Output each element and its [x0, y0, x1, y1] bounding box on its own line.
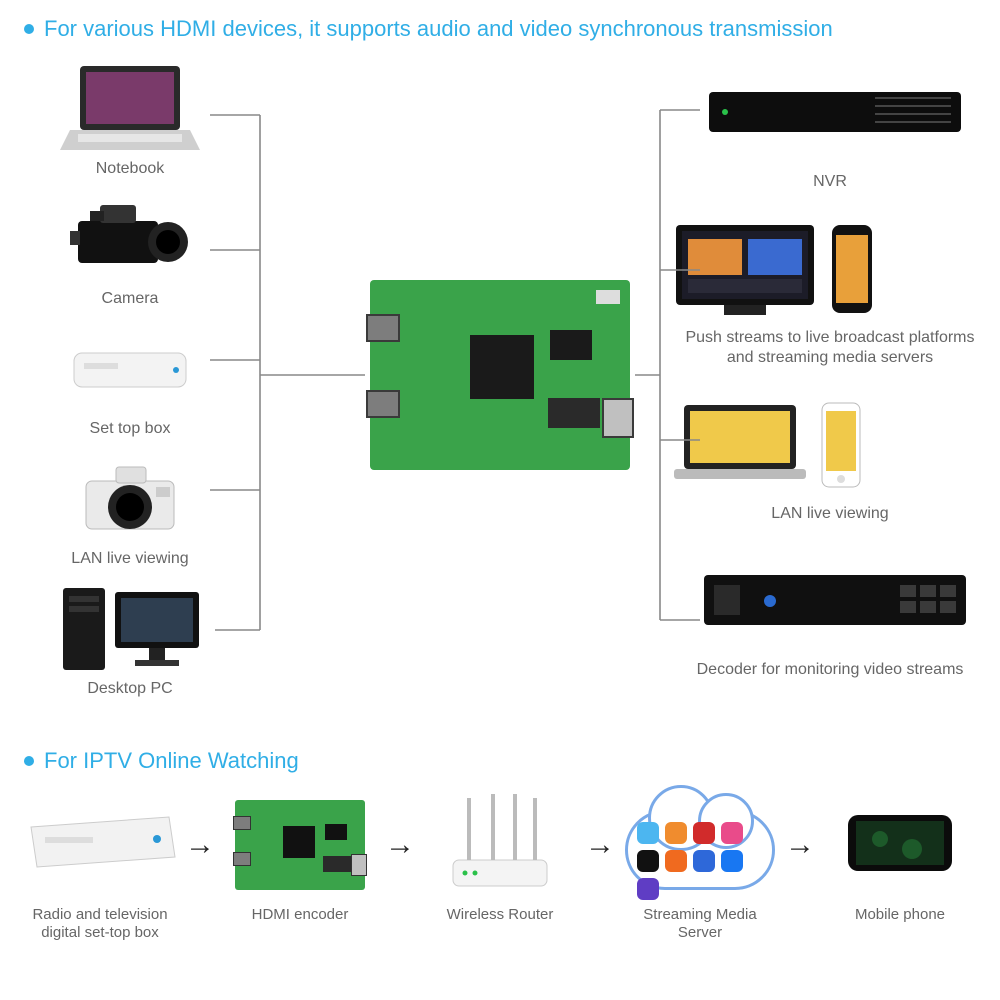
device-lanview: LAN live viewing [660, 390, 1000, 524]
stb-icon [25, 805, 175, 885]
arrow-icon: → [385, 790, 415, 900]
flow-phone: Mobile phone [820, 790, 980, 924]
mini-pcb-icon [235, 800, 365, 890]
heading-text: For IPTV Online Watching [44, 748, 299, 774]
flow-label: HDMI encoder [252, 906, 349, 924]
router-icon [435, 790, 565, 900]
heading-iptv: For IPTV Online Watching [24, 748, 299, 774]
device-nvr: NVR [660, 58, 1000, 192]
notebook-icon [60, 58, 200, 158]
flow-server: Streaming Media Server [620, 790, 780, 942]
top-diagram: Notebook Camera [0, 0, 1000, 730]
device-notebook: Notebook [30, 58, 230, 178]
decoder-icon [700, 561, 970, 641]
mobile-icon [840, 805, 960, 885]
phone-stream-icon [828, 221, 876, 317]
right-devices-column: NVR Push streams to live broadcast platf… [660, 58, 1000, 702]
settopbox-icon [60, 333, 200, 403]
flow-encoder: HDMI encoder [220, 790, 380, 924]
flow-label: Radio and television digital set-top box [20, 906, 180, 942]
device-label: Notebook [96, 160, 165, 178]
left-devices-column: Notebook Camera [30, 58, 230, 708]
phone-view-icon [818, 399, 864, 491]
device-label: Decoder for monitoring video streams [680, 660, 980, 680]
device-label: Camera [102, 290, 159, 308]
device-label: Desktop PC [87, 680, 172, 698]
cloud-icon [625, 800, 775, 890]
encoder-board [370, 280, 630, 470]
arrow-icon: → [785, 790, 815, 900]
device-camera: Camera [30, 188, 230, 308]
device-label: LAN live viewing [71, 550, 188, 568]
device-label: NVR [680, 172, 980, 192]
flow-label: Streaming Media Server [620, 906, 780, 942]
laptop-view-icon [670, 397, 810, 493]
device-dslr: LAN live viewing [30, 448, 230, 568]
device-label: LAN live viewing [680, 504, 980, 524]
bullet-icon [24, 756, 34, 766]
iptv-flow: Radio and television digital set-top box… [20, 790, 980, 942]
device-label: Set top box [90, 420, 171, 438]
flow-label: Wireless Router [447, 906, 554, 924]
flow-settopbox: Radio and television digital set-top box [20, 790, 180, 942]
flow-router: Wireless Router [420, 790, 580, 924]
desktop-icon [55, 578, 205, 678]
dslr-camera-icon [60, 453, 200, 543]
flow-label: Mobile phone [855, 906, 945, 924]
nvr-icon [705, 78, 965, 148]
device-decoder: Decoder for monitoring video streams [660, 546, 1000, 680]
device-settopbox: Set top box [30, 318, 230, 438]
monitor-stream-icon [670, 219, 820, 319]
arrow-icon: → [185, 790, 215, 900]
device-label: Push streams to live broadcast platforms… [680, 328, 980, 368]
device-broadcast: Push streams to live broadcast platforms… [660, 214, 1000, 368]
device-desktop: Desktop PC [30, 578, 230, 698]
arrow-icon: → [585, 790, 615, 900]
video-camera-icon [60, 193, 200, 283]
cloud-apps [637, 822, 763, 900]
